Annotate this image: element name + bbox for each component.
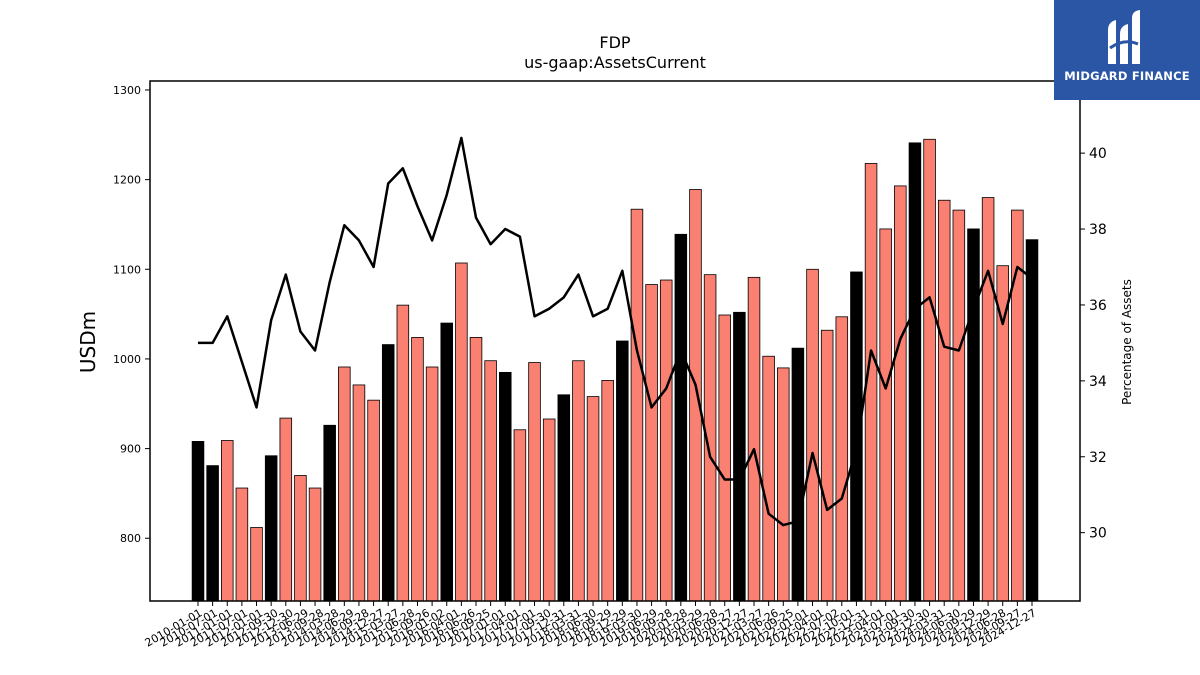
bar-7	[294, 475, 307, 602]
bar-17	[440, 322, 453, 602]
line-series	[198, 136, 1033, 527]
bar-3	[235, 487, 249, 602]
bar-53	[967, 228, 980, 602]
brand-name: MIDGARD FINANCE	[1064, 69, 1190, 83]
bar-50	[923, 138, 936, 602]
bar-9	[323, 424, 336, 602]
bar-45	[850, 271, 863, 602]
bar-1	[206, 465, 219, 602]
bar-44	[835, 316, 849, 602]
y-tick-label-1: 900	[120, 443, 141, 456]
x-axis-ticks: 2010-01-012010-07-012011-01-012011-07-01…	[143, 601, 1039, 650]
y2-tick-label-3: 36	[1089, 298, 1107, 314]
y-axis-label: USDm	[76, 311, 100, 373]
y2-tick-label-0: 30	[1089, 526, 1107, 542]
bar-16	[425, 366, 439, 602]
midgard-logo-icon	[1108, 10, 1140, 64]
y2-tick-label-4: 38	[1089, 222, 1107, 238]
bar-42	[806, 268, 819, 602]
bar-14	[396, 304, 410, 602]
bar-19	[469, 337, 483, 602]
plot-frame	[149, 80, 1081, 602]
bar-20	[484, 360, 497, 602]
bar-57	[1025, 239, 1039, 602]
bar-39	[762, 355, 775, 602]
bar-21	[499, 371, 512, 602]
bar-41	[791, 347, 805, 602]
bar-26	[572, 360, 585, 602]
bar-11	[352, 384, 366, 602]
bar-31	[645, 284, 658, 602]
brand-logo: MIDGARD FINANCE	[1054, 0, 1200, 100]
bar-22	[513, 429, 527, 602]
bar-27	[586, 396, 600, 602]
bar-48	[894, 185, 907, 602]
bar-33	[674, 233, 688, 602]
bar-23	[528, 362, 541, 602]
y2-axis-label: Percentage of Assets	[1120, 279, 1134, 405]
bar-13	[381, 344, 395, 602]
bar-55	[996, 265, 1009, 602]
bar-49	[908, 142, 922, 602]
bar-34	[689, 189, 702, 602]
bar-4	[250, 527, 263, 602]
y2-axis-ticks: 30 32 34 36 38 40	[1080, 146, 1107, 542]
bar-5	[264, 455, 278, 602]
bar-6	[279, 417, 293, 602]
bar-29	[616, 340, 629, 602]
y-tick-label-2: 1000	[113, 353, 141, 366]
bar-24	[542, 418, 556, 602]
bar-2	[221, 440, 234, 602]
bar-36	[718, 314, 731, 602]
bar-series	[191, 138, 1039, 602]
y-tick-label-4: 1200	[113, 174, 141, 187]
y2-tick-label-2: 34	[1089, 374, 1107, 390]
bar-32	[659, 279, 673, 602]
bar-0	[191, 441, 205, 602]
bar-43	[820, 329, 834, 602]
y2-tick-label-5: 40	[1089, 146, 1107, 162]
bar-28	[601, 380, 614, 602]
bar-18	[455, 262, 468, 602]
bar-30	[630, 208, 644, 602]
bar-8	[308, 487, 322, 602]
y-tick-label-3: 1100	[113, 263, 141, 276]
bar-52	[952, 209, 966, 602]
bar-47	[879, 228, 892, 602]
y-tick-label-5: 1300	[113, 84, 141, 97]
bar-51	[937, 199, 951, 602]
bar-54	[981, 197, 995, 602]
y-tick-label-0: 800	[120, 532, 141, 545]
bar-40	[777, 367, 790, 602]
y2-tick-label-1: 32	[1089, 450, 1107, 466]
bar-12	[367, 399, 380, 602]
bar-10	[338, 366, 351, 602]
bar-37	[733, 311, 746, 602]
chart-subtitle: us-gaap:AssetsCurrent	[524, 53, 706, 72]
chart-title: FDP	[599, 33, 631, 52]
percentage-line	[198, 136, 1033, 527]
bar-38	[747, 276, 761, 602]
bar-15	[411, 337, 424, 602]
bar-25	[557, 394, 571, 602]
y-axis-ticks: 800 900 1000 1100 1200 1300	[113, 84, 150, 545]
